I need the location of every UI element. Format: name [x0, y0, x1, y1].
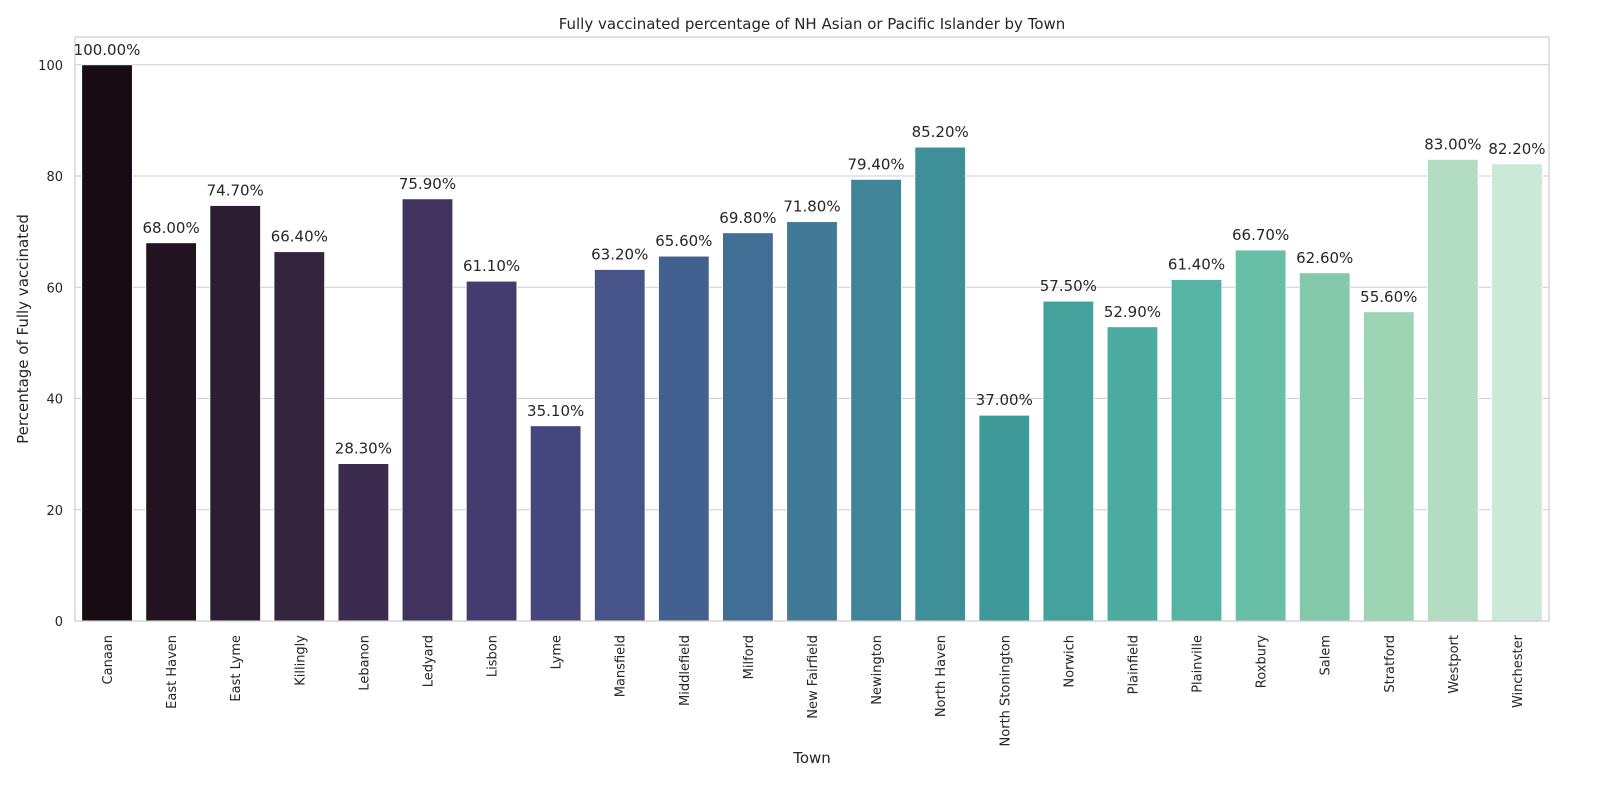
- bar-mansfield: [594, 269, 646, 622]
- bar-plainville: [1170, 279, 1223, 622]
- y-tick-label: 60: [46, 281, 63, 296]
- data-label: 82.20%: [1488, 140, 1545, 158]
- bar-plainfield: [1106, 326, 1159, 622]
- x-tick-label: Mansfield: [614, 635, 629, 697]
- data-label: 68.00%: [143, 219, 200, 237]
- data-label: 61.10%: [463, 257, 520, 275]
- bar-newington: [850, 178, 902, 622]
- data-label: 66.70%: [1232, 226, 1289, 244]
- x-tick-label: Plainfield: [1126, 635, 1141, 694]
- bar-canaan: [81, 64, 133, 622]
- data-label: 83.00%: [1424, 135, 1481, 153]
- bar-killingly: [273, 251, 326, 622]
- data-label: 85.20%: [912, 123, 969, 141]
- data-label: 61.40%: [1168, 255, 1225, 273]
- data-label: 63.20%: [591, 245, 648, 263]
- bar-milford: [722, 232, 774, 622]
- x-tick-label: North Haven: [934, 635, 949, 717]
- bar-east-haven: [145, 242, 197, 622]
- x-tick-label: East Lyme: [229, 635, 244, 702]
- x-axis-label: Town: [792, 749, 831, 767]
- data-label: 65.60%: [655, 232, 712, 250]
- y-tick-label: 100: [38, 59, 63, 74]
- data-label: 52.90%: [1104, 303, 1161, 321]
- x-tick-label: Westport: [1447, 635, 1462, 694]
- x-tick-label: Middlefield: [678, 635, 693, 706]
- x-tick-label: North Stonington: [998, 635, 1013, 746]
- x-tick-label: Plainville: [1191, 635, 1206, 693]
- bar-north-stonington: [978, 414, 1030, 622]
- data-label: 55.60%: [1360, 288, 1417, 306]
- y-tick-label: 20: [46, 504, 63, 519]
- bar-north-haven: [914, 146, 966, 622]
- x-tick-label: Lisbon: [486, 635, 501, 677]
- x-tick-label: New Fairfield: [806, 635, 821, 719]
- bar-westport: [1427, 158, 1479, 622]
- data-label: 75.90%: [399, 175, 456, 193]
- bar-new-fairfield: [786, 221, 838, 622]
- data-label: 28.30%: [335, 440, 392, 458]
- chart-title: Fully vaccinated percentage of NH Asian …: [559, 15, 1066, 33]
- x-tick-label: Canaan: [101, 635, 116, 684]
- x-tick-label: East Haven: [165, 635, 180, 709]
- bar-east-lyme: [209, 205, 261, 622]
- bar-lisbon: [465, 280, 518, 622]
- x-tick-label: Lyme: [550, 635, 565, 669]
- x-tick-label: Killingly: [293, 635, 308, 686]
- data-label: 74.70%: [207, 182, 264, 200]
- data-label: 57.50%: [1040, 277, 1097, 295]
- x-tick-label: Salem: [1319, 635, 1334, 676]
- x-tick-label: Roxbury: [1255, 635, 1270, 689]
- plot-frame: [74, 36, 1550, 622]
- bar-lyme: [529, 425, 582, 622]
- bar-ledyard: [401, 198, 454, 622]
- bar-roxbury: [1234, 249, 1287, 622]
- data-label: 69.80%: [719, 209, 776, 227]
- x-tick-label: Ledyard: [421, 635, 436, 687]
- bar-stratford: [1363, 311, 1415, 622]
- y-tick-label: 80: [46, 170, 63, 185]
- data-label: 71.80%: [783, 198, 840, 216]
- x-tick-label: Lebanon: [357, 635, 372, 691]
- bar-winchester: [1491, 163, 1543, 622]
- data-label: 62.60%: [1296, 249, 1353, 267]
- bars: [81, 64, 1543, 622]
- data-label: 35.10%: [527, 402, 584, 420]
- bar-salem: [1298, 272, 1351, 622]
- bar-norwich: [1042, 300, 1095, 622]
- y-axis-label: Percentage of Fully vaccinated: [14, 214, 32, 444]
- x-axis-ticks: Canaan East Haven East Lyme Killingly Lebano…: [101, 634, 1526, 746]
- x-tick-label: Norwich: [1062, 635, 1077, 688]
- data-label: 100.00%: [74, 41, 141, 59]
- bar-lebanon: [337, 463, 390, 622]
- x-tick-label: Winchester: [1511, 634, 1526, 708]
- x-tick-label: Newington: [870, 635, 885, 705]
- data-label: 66.40%: [271, 228, 328, 246]
- y-tick-label: 40: [46, 393, 63, 408]
- data-label: 79.40%: [847, 155, 904, 173]
- y-tick-label: 0: [55, 615, 63, 630]
- x-tick-label: Milford: [742, 635, 757, 679]
- data-labels: 100.00% 68.00% 74.70% 66.40% 28.30% 75.90% 61.…: [74, 41, 1546, 458]
- x-tick-label: Stratford: [1383, 635, 1398, 693]
- bar-middlefield: [658, 255, 710, 622]
- data-label: 37.00%: [976, 391, 1033, 409]
- y-axis-ticks: 0 20 40 60 80 100: [38, 59, 63, 630]
